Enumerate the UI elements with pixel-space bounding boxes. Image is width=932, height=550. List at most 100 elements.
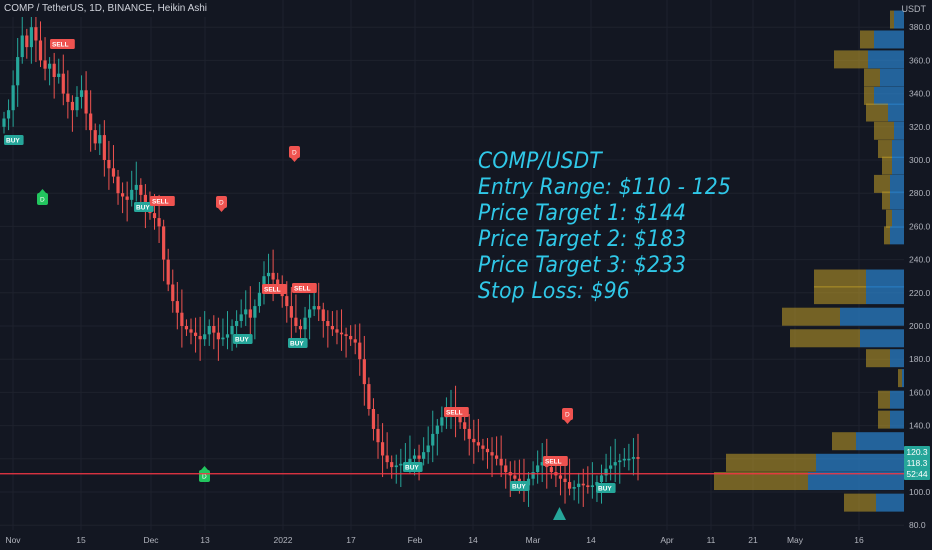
- profile-bar-gold: [782, 307, 840, 326]
- profile-bar-gold: [864, 68, 880, 87]
- candle-body: [253, 306, 257, 318]
- candle-body: [376, 428, 380, 443]
- profile-bar-gold: [834, 50, 868, 69]
- profile-bar-blue: [890, 349, 904, 368]
- time-tick-label: 21: [748, 535, 758, 545]
- sell-signal-text: SELL: [446, 410, 463, 417]
- marker-pointer: [218, 208, 225, 212]
- profile-bar-blue: [874, 30, 904, 49]
- time-tick-label: Apr: [660, 535, 673, 545]
- candle-body: [549, 467, 553, 473]
- candle-body: [636, 457, 640, 459]
- price-tick-label: 80.0: [909, 520, 926, 530]
- candle-body: [476, 442, 480, 446]
- divergence-marker: [199, 470, 210, 482]
- time-tick-label: 17: [346, 535, 356, 545]
- candle-body: [120, 193, 125, 197]
- candle-body: [422, 452, 426, 459]
- sell-signal: [444, 407, 469, 417]
- candle-body: [203, 334, 207, 340]
- price-tick-label: 240.0: [909, 255, 931, 265]
- profile-bar-gold: [790, 329, 860, 348]
- candle-body: [394, 465, 398, 468]
- marker-text: D: [219, 200, 224, 207]
- divergence-marker: [289, 146, 300, 158]
- candle-body: [317, 306, 321, 310]
- marker-text: D: [565, 412, 570, 419]
- candle-countdown-tag: 52:44: [904, 468, 930, 480]
- candle-body: [390, 462, 394, 468]
- candle-body: [207, 326, 211, 335]
- candle-body: [362, 359, 366, 385]
- candle-body: [16, 57, 20, 86]
- annotation-line-target-2: Price Target 2: $183: [478, 226, 687, 252]
- marker-pointer: [39, 189, 46, 193]
- buy-signal-text: BUY: [290, 341, 304, 348]
- annotation-line-target-3: Price Target 3: $233: [478, 252, 687, 278]
- candle-body: [380, 442, 385, 456]
- candle-body: [385, 455, 389, 463]
- time-axis[interactable]: Nov 15 Dec 13 2022 17 Feb 14 Mar 14 Apr 11 21 May 16: [5, 535, 864, 545]
- candle-body: [157, 218, 161, 227]
- candle-body: [463, 422, 467, 429]
- candle-body: [472, 438, 476, 443]
- price-axis-unit: USDT: [901, 4, 927, 14]
- buy-signal-text: BUY: [405, 465, 419, 472]
- buy-signal-text: BUY: [6, 138, 20, 145]
- profile-bar-blue: [902, 369, 904, 388]
- profile-bar-gold: [882, 156, 892, 175]
- candle-body: [499, 458, 503, 466]
- time-tick-label: 16: [854, 535, 864, 545]
- price-axis[interactable]: 80.0100.0120.0140.0160.0180.0200.0220.02…: [909, 22, 931, 530]
- sell-signal: [292, 283, 317, 293]
- profile-bar-gold: [882, 191, 890, 210]
- buy-signal-text: BUY: [136, 205, 150, 212]
- profile-bar-blue: [890, 191, 904, 210]
- trade-annotation: COMP/USDT Entry Range: $110 - 125 Price …: [478, 148, 731, 304]
- profile-bar-gold: [898, 369, 902, 388]
- profile-bar-gold: [814, 269, 866, 288]
- profile-bar-blue: [894, 121, 904, 140]
- candle-body: [613, 462, 617, 466]
- divergence-marker: [216, 196, 227, 208]
- candle-body: [490, 452, 494, 456]
- candle-body: [257, 292, 262, 307]
- divergence-marker: [37, 193, 48, 205]
- annotation-line-entry: Entry Range: $110 - 125: [478, 174, 732, 200]
- candle-body: [344, 334, 348, 336]
- current-price-tag: 120.3: [904, 446, 930, 458]
- candle-body: [399, 463, 403, 466]
- profile-bar-blue: [868, 50, 904, 69]
- profile-bar-blue: [856, 432, 904, 451]
- time-tick-label: 2022: [274, 535, 293, 545]
- chart-title: COMP / TetherUS, 1D, BINANCE, Heikin Ash…: [0, 0, 212, 17]
- profile-bar-blue: [808, 472, 904, 491]
- profile-bar-blue: [816, 453, 904, 472]
- candle-body: [171, 284, 175, 302]
- candle-body: [235, 321, 239, 326]
- candle-body: [20, 35, 24, 58]
- candle-body: [339, 332, 344, 335]
- candle-body: [590, 485, 594, 488]
- profile-bar-blue: [890, 174, 904, 193]
- candle-body: [577, 483, 581, 488]
- profile-bar-gold: [844, 493, 876, 512]
- profile-bar-gold: [866, 349, 890, 368]
- candle-body: [276, 279, 280, 287]
- candle-body: [513, 475, 517, 479]
- profile-bar-gold: [874, 174, 890, 193]
- candle-body: [358, 342, 362, 360]
- candle-body: [303, 317, 307, 330]
- candle-body: [431, 433, 435, 446]
- profile-bar-blue: [876, 493, 904, 512]
- profile-bar-gold: [726, 453, 816, 472]
- profile-bar-blue: [890, 410, 904, 429]
- candle-body: [84, 90, 88, 114]
- price-tick-label: 280.0: [909, 188, 931, 198]
- sell-signal-text: SELL: [264, 287, 281, 294]
- buy-signal: [510, 481, 530, 491]
- buy-signal-text: BUY: [235, 337, 249, 344]
- volume-profile: [714, 10, 904, 512]
- profile-bar-blue: [890, 390, 904, 409]
